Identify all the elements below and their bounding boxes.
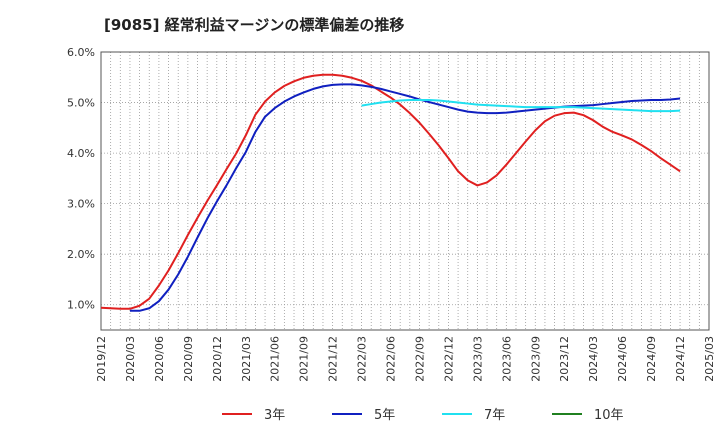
- series-line-5年: [129, 83, 681, 312]
- legend-label: 5年: [374, 408, 395, 423]
- legend: 3年 5年 7年 10年: [222, 408, 624, 423]
- x-tick-label: 2022/03: [356, 336, 369, 382]
- x-tick-label: 2021/09: [298, 336, 311, 382]
- x-tick-label: 2024/03: [587, 336, 600, 382]
- legend-label: 7年: [484, 408, 505, 423]
- x-tick-label: 2024/12: [674, 336, 687, 382]
- series-lines: [100, 73, 681, 312]
- series-line-7年: [361, 99, 681, 113]
- x-tick-label: 2022/09: [413, 336, 426, 382]
- y-tick-label: 1.0%: [67, 299, 95, 312]
- x-tick-label: 2023/03: [471, 336, 484, 382]
- x-tick-label: 2024/09: [645, 336, 658, 382]
- y-tick-label: 5.0%: [67, 97, 95, 110]
- legend-label: 3年: [264, 408, 285, 423]
- x-tick-label: 2022/06: [385, 336, 398, 382]
- plot-border: [100, 51, 710, 331]
- y-tick-label: 4.0%: [67, 147, 95, 160]
- x-tick-label: 2021/03: [240, 336, 253, 382]
- plot-area: [101, 52, 709, 330]
- series-line-3年: [100, 73, 681, 310]
- x-tick-label: 2019/12: [95, 336, 108, 382]
- x-tick-label: 2020/06: [153, 336, 166, 382]
- x-tick-label: 2023/06: [500, 336, 513, 382]
- y-axis: 1.0% 2.0% 3.0% 4.0% 5.0% 6.0%: [67, 46, 95, 312]
- x-tick-label: 2024/06: [616, 336, 629, 382]
- x-tick-label: 2020/03: [124, 336, 137, 382]
- x-tick-label: 2020/09: [182, 336, 195, 382]
- x-tick-label: 2020/12: [211, 336, 224, 382]
- x-tick-label: 2021/06: [269, 336, 282, 382]
- x-tick-label: 2023/09: [529, 336, 542, 382]
- y-tick-label: 6.0%: [67, 46, 95, 59]
- y-tick-label: 2.0%: [67, 248, 95, 261]
- y-tick-label: 3.0%: [67, 198, 95, 211]
- grid: [100, 51, 710, 330]
- chart-title: [9085] 経常利益マージンの標準偏差の推移: [104, 16, 405, 34]
- x-tick-label: 2025/03: [703, 336, 716, 382]
- x-tick-label: 2022/12: [442, 336, 455, 382]
- x-tick-label: 2021/12: [327, 336, 340, 382]
- x-tick-label: 2023/12: [558, 336, 571, 382]
- legend-label: 10年: [594, 408, 624, 423]
- x-axis: 2019/12 2020/03 2020/06 2020/09 2020/12 2021/…: [95, 336, 716, 382]
